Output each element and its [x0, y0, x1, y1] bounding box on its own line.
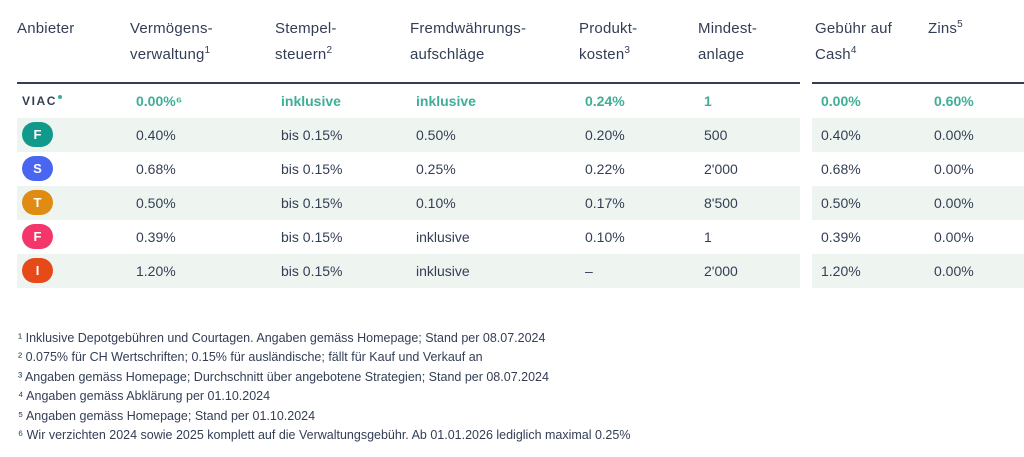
provider-badge: F: [22, 224, 53, 249]
cell-fremdwaehrungsaufschlaege: 0.25%: [416, 160, 456, 177]
cell-zins: 0.00%: [925, 185, 1024, 220]
cell-stempelsteuern: bis 0.15%: [275, 117, 410, 152]
cell-produktkosten: 0.17%: [579, 185, 698, 220]
header-divider-right: [812, 82, 1024, 84]
footnote: ³ Angaben gemäss Homepage; Durchschnitt …: [18, 369, 549, 384]
footnote: ¹ Inklusive Depotgebühren und Courtagen.…: [18, 330, 546, 345]
cell-fremdwaehrungsaufschlaege: 0.10%: [410, 185, 579, 220]
provider-badge: F: [22, 122, 53, 147]
cell-zins: 0.00%: [934, 228, 974, 245]
column-gap: [800, 16, 812, 68]
cell-zins: 0.00%: [934, 160, 974, 177]
cell-produktkosten: 0.20%: [579, 117, 698, 152]
cell-produktkosten: 0.22%: [585, 160, 625, 177]
cell-gebuehr-auf-cash: 0.68%: [821, 160, 861, 177]
footnote: ⁴ Angaben gemäss Abklärung per 01.10.202…: [18, 389, 271, 403]
provider-cell: T: [17, 185, 130, 220]
footnote: ⁵ Angaben gemäss Homepage; Stand per 01.…: [18, 408, 316, 423]
provider-cell: VIAC: [17, 84, 130, 118]
cell-fremdwaehrungsaufschlaege: inklusive: [416, 228, 470, 245]
cell-produktkosten: 0.24%: [585, 92, 625, 109]
cell-stempelsteuern: bis 0.15%: [275, 185, 410, 220]
table-row: F 0.40% bis 0.15% 0.50% 0.20% 500 0.40% …: [17, 117, 1024, 152]
cell-produktkosten: –: [579, 253, 698, 288]
cell-gebuehr-auf-cash: 0.40%: [812, 117, 925, 152]
cell-vermoegensverwaltung: 0.00%⁶: [136, 92, 183, 109]
header-divider-left: [17, 82, 800, 84]
cell-zins: 0.00%: [925, 253, 1024, 288]
table-row-viac: VIAC 0.00%⁶ inklusive inklusive 0.24% 1 …: [17, 84, 1024, 118]
column-header-produktkosten: Produkt- kosten3: [579, 20, 638, 63]
table-row: T 0.50% bis 0.15% 0.10% 0.17% 8'500 0.50…: [17, 185, 1024, 220]
cell-mindestanlage: 1: [704, 92, 712, 109]
provider-cell: I: [17, 253, 130, 288]
footnote: ⁶ Wir verzichten 2024 sowie 2025 komplet…: [18, 428, 631, 442]
column-header-gebuehr-auf-cash: Gebühr auf Cash4: [815, 20, 893, 63]
viac-logo-dot: [58, 94, 63, 99]
cell-gebuehr-auf-cash: 0.39%: [821, 228, 861, 245]
footnotes: ¹ Inklusive Depotgebühren und Courtagen.…: [18, 329, 1024, 446]
column-header-zins: Zins5: [928, 19, 963, 38]
table-row: F 0.39% bis 0.15% inklusive 0.10% 1 0.39…: [17, 220, 1024, 254]
provider-badge: I: [22, 258, 53, 283]
cell-gebuehr-auf-cash: 0.50%: [812, 185, 925, 220]
provider-cell: F: [17, 117, 130, 152]
viac-logo: VIAC: [22, 93, 63, 108]
cell-mindestanlage: 1: [704, 228, 712, 245]
column-header-vermoegensverwaltung: Vermögens- verwaltung1: [130, 20, 213, 63]
column-header-fremdwaehrungsaufschlaege: Fremdwährungs- aufschläge: [410, 20, 527, 63]
cell-mindestanlage: 8'500: [698, 185, 800, 220]
cell-mindestanlage: 2'000: [704, 160, 738, 177]
provider-cell: S: [17, 152, 130, 186]
table-row: I 1.20% bis 0.15% inklusive – 2'000 1.20…: [17, 253, 1024, 288]
cell-gebuehr-auf-cash: 1.20%: [812, 253, 925, 288]
cell-stempelsteuern: bis 0.15%: [281, 160, 343, 177]
cell-vermoegensverwaltung: 0.50%: [130, 185, 275, 220]
cell-vermoegensverwaltung: 0.39%: [136, 228, 176, 245]
cell-zins: 0.00%: [925, 117, 1024, 152]
table-header-row: Anbieter Vermögens- verwaltung1 Stempel-…: [17, 16, 1024, 68]
cell-fremdwaehrungsaufschlaege: 0.50%: [410, 117, 579, 152]
cell-mindestanlage: 500: [698, 117, 800, 152]
cell-vermoegensverwaltung: 0.68%: [136, 160, 176, 177]
cell-gebuehr-auf-cash: 0.00%: [821, 92, 861, 109]
provider-cell: F: [17, 220, 130, 254]
provider-badge: S: [22, 156, 53, 181]
cell-zins: 0.60%: [934, 92, 974, 109]
cell-produktkosten: 0.10%: [585, 228, 625, 245]
cell-vermoegensverwaltung: 0.40%: [130, 117, 275, 152]
cell-stempelsteuern: inklusive: [281, 92, 341, 109]
cell-fremdwaehrungsaufschlaege: inklusive: [410, 253, 579, 288]
footnote: ² 0.075% für CH Wertschriften; 0.15% für…: [18, 350, 483, 364]
cell-mindestanlage: 2'000: [698, 253, 800, 288]
provider-badge: T: [22, 190, 53, 215]
column-header-anbieter: Anbieter: [17, 20, 75, 37]
column-header-mindestanlage: Mindest- anlage: [698, 20, 758, 63]
cell-fremdwaehrungsaufschlaege: inklusive: [416, 92, 476, 109]
cell-stempelsteuern: bis 0.15%: [275, 253, 410, 288]
header-divider: [17, 82, 1024, 84]
cell-vermoegensverwaltung: 1.20%: [130, 253, 275, 288]
viac-logo-text: VIAC: [22, 93, 58, 108]
table-row: S 0.68% bis 0.15% 0.25% 0.22% 2'000 0.68…: [17, 152, 1024, 186]
column-header-stempelsteuern: Stempel- steuern2: [275, 20, 337, 63]
cell-stempelsteuern: bis 0.15%: [281, 228, 343, 245]
